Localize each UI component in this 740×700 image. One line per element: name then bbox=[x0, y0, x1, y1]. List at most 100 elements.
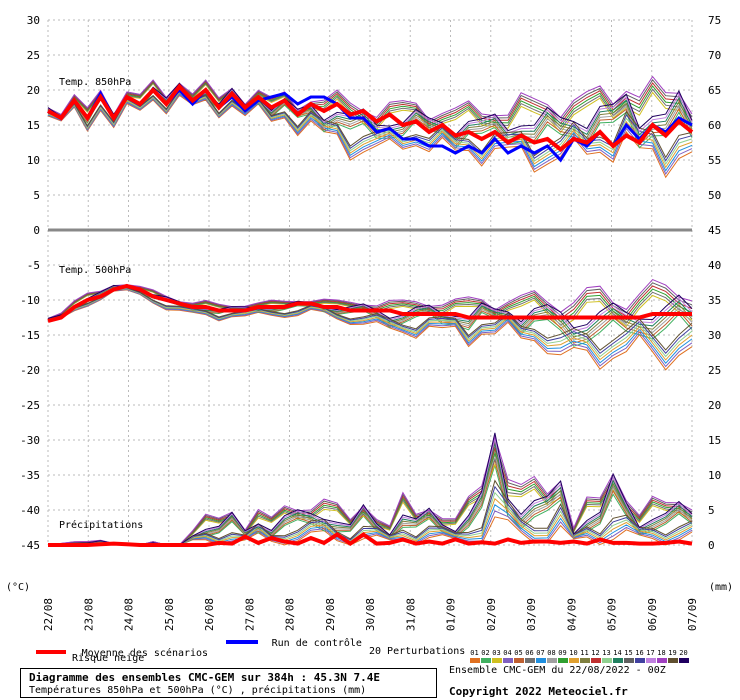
perturbation-legend-swatch bbox=[535, 658, 546, 663]
legend-control-swatch bbox=[226, 639, 258, 644]
left-tick-label: -35 bbox=[20, 469, 40, 482]
right-tick-label: 75 bbox=[708, 14, 721, 27]
right-tick-label: 5 bbox=[708, 504, 715, 517]
perturbation-legend-swatch bbox=[612, 658, 623, 663]
perturbation-legend-item: 04 bbox=[502, 649, 513, 663]
perturbation-line-t500 bbox=[47, 284, 693, 329]
perturbation-legend-item: 14 bbox=[612, 649, 623, 663]
perturbation-legend-item: 11 bbox=[579, 649, 590, 663]
perturbation-legend-item: 08 bbox=[546, 649, 557, 663]
left-axis-unit: (°C) bbox=[6, 582, 30, 593]
left-tick-label: -40 bbox=[20, 504, 40, 517]
panel-label-t850: Temp. 850hPa bbox=[59, 77, 131, 88]
right-tick-label: 20 bbox=[708, 399, 721, 412]
perturbation-legend-item: 07 bbox=[535, 649, 546, 663]
perturbation-legend-swatch bbox=[524, 658, 535, 663]
perturbation-line-precip bbox=[47, 440, 693, 546]
left-tick-label: -30 bbox=[20, 434, 40, 447]
x-date-label: 27/08 bbox=[243, 598, 256, 631]
right-tick-label: 15 bbox=[708, 434, 721, 447]
legend-snow: Risque neige bbox=[72, 653, 145, 664]
x-date-label: 26/08 bbox=[203, 598, 216, 631]
legend-control-label: Run de contrôle bbox=[271, 638, 362, 649]
right-tick-label: 35 bbox=[708, 294, 721, 307]
right-tick-label: 65 bbox=[708, 84, 721, 97]
left-tick-label: -10 bbox=[20, 294, 40, 307]
perturbation-legend-id: 05 bbox=[514, 649, 523, 657]
mean-lines bbox=[47, 83, 694, 547]
perturbation-legend-swatch bbox=[557, 658, 568, 663]
left-tick-label: -45 bbox=[20, 539, 40, 552]
perturbation-legend-swatch bbox=[601, 658, 612, 663]
perturbation-legend-id: 12 bbox=[591, 649, 600, 657]
right-tick-label: 30 bbox=[708, 329, 721, 342]
x-date-label: 24/08 bbox=[123, 598, 136, 631]
perturbation-line-t850 bbox=[47, 89, 693, 162]
left-axis-ticks: 30 25 20 15 10 5 0 -5 -10 -15 -20 -25 -30 -35 -40 -45 bbox=[20, 14, 40, 552]
perturbation-legend-swatch bbox=[546, 658, 557, 663]
perturbation-legend-item: 02 bbox=[480, 649, 491, 663]
perturbation-line-t500 bbox=[47, 279, 693, 319]
left-tick-label: -25 bbox=[20, 399, 40, 412]
perturbation-legend-swatch bbox=[502, 658, 513, 663]
legend-control: Run de contrôle bbox=[226, 631, 362, 650]
right-tick-label: 10 bbox=[708, 469, 721, 482]
left-tick-label: 25 bbox=[27, 49, 40, 62]
perturbation-legend-id: 11 bbox=[580, 649, 589, 657]
right-tick-label: 40 bbox=[708, 259, 721, 272]
perturbation-legend-id: 07 bbox=[536, 649, 545, 657]
left-tick-label: -5 bbox=[27, 259, 40, 272]
legend-perturbations-label: 20 Perturbations bbox=[369, 646, 466, 657]
x-date-label: 02/09 bbox=[485, 598, 498, 631]
left-tick-label: 0 bbox=[33, 224, 40, 237]
x-date-label: 06/09 bbox=[646, 598, 659, 631]
right-tick-label: 25 bbox=[708, 364, 721, 377]
perturbation-line-precip bbox=[47, 434, 693, 546]
right-tick-label: 60 bbox=[708, 119, 721, 132]
perturbation-legend-item: 03 bbox=[491, 649, 502, 663]
mean-line-t500 bbox=[47, 283, 692, 323]
caption-title: Diagramme des ensembles CMC-GEM sur 384h… bbox=[29, 671, 380, 684]
perturbation-legend-id: 01 bbox=[470, 649, 479, 657]
left-tick-label: 10 bbox=[27, 154, 40, 167]
copyright: Copyright 2022 Meteociel.fr bbox=[449, 685, 628, 698]
mean-line-t850 bbox=[47, 83, 694, 153]
perturbation-legend-item: 12 bbox=[590, 649, 601, 663]
perturbation-legend-swatch bbox=[491, 658, 502, 663]
perturbation-legend-id: 04 bbox=[503, 649, 512, 657]
left-tick-label: 5 bbox=[33, 189, 40, 202]
right-tick-label: 45 bbox=[708, 224, 721, 237]
perturbation-legend-id: 17 bbox=[646, 649, 655, 657]
perturbation-legend-id: 10 bbox=[569, 649, 578, 657]
x-date-label: 30/08 bbox=[364, 598, 377, 631]
caption-box: Diagramme des ensembles CMC-GEM sur 384h… bbox=[20, 668, 437, 698]
perturbation-legend-id: 15 bbox=[624, 649, 633, 657]
x-date-label: 23/08 bbox=[82, 598, 95, 631]
perturbation-legend-swatch bbox=[667, 658, 678, 663]
perturbation-legend-item: 09 bbox=[557, 649, 568, 663]
perturbation-legend-item: 05 bbox=[513, 649, 524, 663]
right-tick-label: 55 bbox=[708, 154, 721, 167]
right-tick-label: 50 bbox=[708, 189, 721, 202]
legend-mean-label: Moyenne des scénarios bbox=[81, 648, 209, 659]
right-tick-label: 70 bbox=[708, 49, 721, 62]
legend-mean-swatch bbox=[36, 649, 66, 654]
x-date-label: 25/08 bbox=[163, 598, 176, 631]
left-tick-label: 15 bbox=[27, 119, 40, 132]
perturbation-legend-item: 20 bbox=[678, 649, 689, 663]
perturbation-legend-item: 16 bbox=[634, 649, 645, 663]
perturbation-legend-swatch bbox=[623, 658, 634, 663]
perturbation-legend-swatch bbox=[678, 658, 689, 663]
perturbation-legend-item: 19 bbox=[667, 649, 678, 663]
perturbation-legend-id: 13 bbox=[602, 649, 611, 657]
x-date-label: 03/09 bbox=[525, 598, 538, 631]
perturbation-legend-id: 19 bbox=[668, 649, 677, 657]
x-date-label: 31/08 bbox=[404, 598, 417, 631]
perturbation-legend-swatch bbox=[513, 658, 524, 663]
perturbation-line-t500 bbox=[47, 288, 693, 361]
left-tick-label: 30 bbox=[27, 14, 40, 27]
right-tick-label: 0 bbox=[708, 539, 715, 552]
ensemble-info: Ensemble CMC-GEM du 22/08/2022 - 00Z bbox=[449, 665, 666, 676]
